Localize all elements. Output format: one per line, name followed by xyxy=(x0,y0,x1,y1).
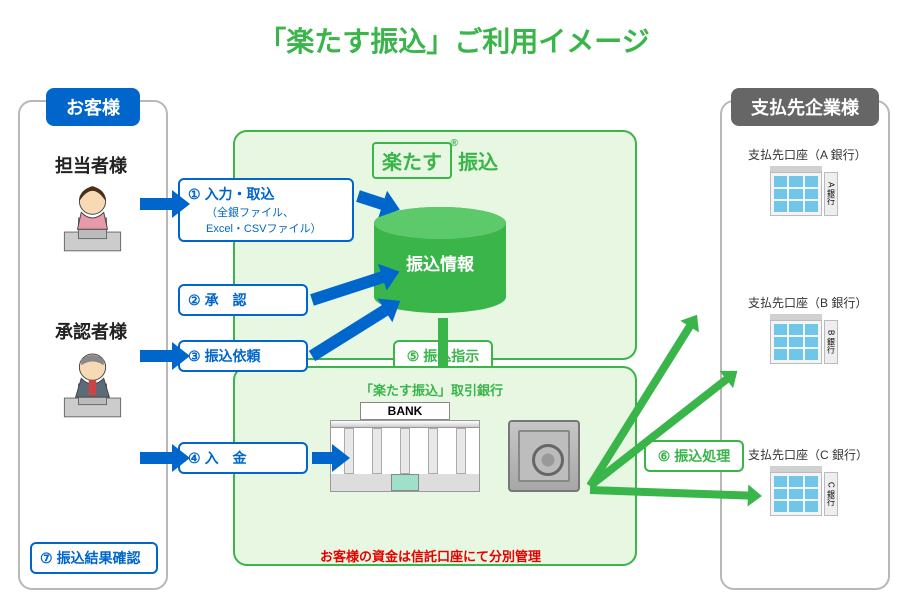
payee-0-label: 支払先口座（A 銀行） xyxy=(748,146,867,163)
bank-caption: 「楽たす振込」取引銀行 xyxy=(360,380,503,399)
step-1-label: 入力・取込 xyxy=(205,184,275,204)
payee-1-building: B 銀行 xyxy=(770,314,822,364)
step-2-label: 承 認 xyxy=(205,290,247,310)
payee-2-side: C 銀行 xyxy=(824,472,838,516)
step-6-num: ⑥ xyxy=(658,448,671,465)
arrow-in-3a xyxy=(140,350,176,362)
diagram-stage: お客様 担当者様 承認者様 ⑦振込結果確認 楽たす® 振込 xyxy=(0,70,908,610)
center-header: 楽たす® 振込 xyxy=(372,142,498,179)
arrow-out-4 xyxy=(312,452,336,464)
payee-2-building: C 銀行 xyxy=(770,466,822,516)
bank-sign: BANK xyxy=(360,402,450,420)
step-1-sub2: Excel・CSVファイル） xyxy=(206,220,344,236)
step-3-label: 振込依頼 xyxy=(205,346,261,366)
step-5-num: ⑤ xyxy=(407,348,420,365)
step-2-num: ② xyxy=(188,292,201,309)
bank-building: BANK xyxy=(330,402,480,492)
arrow-step5 xyxy=(438,318,448,373)
person-icon-2 xyxy=(55,344,130,424)
step-6: ⑥振込処理 xyxy=(644,440,744,472)
role-label-person2: 承認者様 xyxy=(55,318,127,344)
arrow-in-4a xyxy=(140,452,176,464)
step-7: ⑦振込結果確認 xyxy=(30,542,158,574)
customer-header: お客様 xyxy=(46,88,140,126)
cylinder-label: 振込情報 xyxy=(406,250,474,275)
step-1-sub1: （全銀ファイル、 xyxy=(206,204,344,220)
payee-0-building: A 銀行 xyxy=(770,166,822,216)
role-label-person1: 担当者様 xyxy=(55,152,127,178)
step-6-label: 振込処理 xyxy=(674,446,730,466)
page-title: 「楽たす振込」ご利用イメージ xyxy=(0,0,908,70)
step-5-label: 振込指示 xyxy=(423,346,479,366)
payee-2-label: 支払先口座（C 銀行） xyxy=(748,446,868,463)
payee-0-side: A 銀行 xyxy=(824,172,838,216)
logo-text: 楽たす xyxy=(382,152,442,174)
step-4-label: 入 金 xyxy=(205,448,247,468)
step-7-label: 振込結果確認 xyxy=(57,548,141,568)
safe-icon xyxy=(508,420,580,492)
step-3: ③振込依頼 xyxy=(178,340,308,372)
logo-r: ® xyxy=(451,138,458,149)
payee-header: 支払先企業様 xyxy=(731,88,879,126)
person-icon-1 xyxy=(55,178,130,258)
step-1: ①入力・取込 （全銀ファイル、 Excel・CSVファイル） xyxy=(178,178,354,242)
payee-1-side: B 銀行 xyxy=(824,320,838,364)
arrow-in-1a xyxy=(140,198,176,210)
step-4: ④入 金 xyxy=(178,442,308,474)
logo-box: 楽たす® xyxy=(372,142,452,179)
trust-note: お客様の資金は信託口座にて分別管理 xyxy=(320,546,541,565)
step-2: ②承 認 xyxy=(178,284,308,316)
payee-1-label: 支払先口座（B 銀行） xyxy=(748,294,867,311)
step-7-num: ⑦ xyxy=(40,550,53,567)
logo-suffix: 振込 xyxy=(458,146,498,175)
